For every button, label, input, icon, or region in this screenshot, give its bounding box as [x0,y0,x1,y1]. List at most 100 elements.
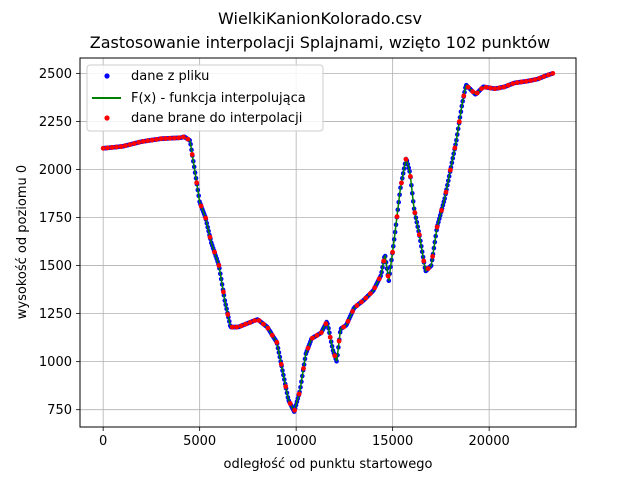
chart-title-line-1: WielkiKanionKolorado.csv [218,9,422,28]
interpolation-node-point [372,285,378,291]
interpolation-node-point [421,258,427,264]
interpolation-node-point [376,276,382,282]
interpolation-node-point [238,323,244,329]
legend-label-nodes: dane brane do interpolacji [131,111,302,126]
interpolation-node-point [140,139,146,144]
interpolation-node-point [412,210,418,216]
interpolation-node-point [501,84,507,90]
interpolation-node-point [416,232,422,238]
interpolation-node-point [167,135,173,141]
interpolation-node-point [492,86,498,92]
legend-box [86,64,324,132]
interpolation-node-point [176,135,182,141]
interpolation-node-point [443,189,449,195]
y-axis-ticks: 750 1000 1250 1500 1750 2000 2250 2500 [39,67,80,418]
interpolation-node-point [394,214,400,220]
interpolation-node-point [505,82,511,88]
legend-marker-file-data [104,73,110,79]
x-tick-label: 10000 [275,434,316,449]
x-tick-label: 15000 [372,434,413,449]
interpolation-node-point [100,145,106,151]
y-tick-label: 1000 [39,355,72,370]
interpolation-node-point [310,335,315,341]
interpolation-node-point [221,289,226,295]
interpolation-node-point [332,353,338,359]
interpolation-node-point [341,324,346,330]
interpolation-node-point [550,71,556,76]
interpolation-node-point [212,249,217,255]
interpolation-node-point [127,142,133,148]
interpolation-node-point [189,152,195,157]
y-tick-label: 750 [47,403,72,418]
interpolation-node-point [283,384,289,389]
legend-label-file-data: dane z pliku [131,69,209,84]
legend-marker-nodes [104,115,110,121]
interpolation-node-point [292,407,297,413]
interpolation-node-point [359,299,364,305]
interpolation-node-point [514,80,520,85]
interpolation-node-point [345,318,351,324]
interpolation-node-point [327,334,333,340]
interpolation-node-point [118,144,124,150]
interpolation-node-point [546,72,551,78]
interpolation-node-point [274,339,280,345]
interpolation-node-point [180,134,186,140]
interpolation-node-point [296,391,302,397]
interpolation-node-point [456,119,462,125]
interpolation-node-point [403,156,409,162]
interpolation-node-point [301,366,306,371]
interpolation-node-point [149,137,155,143]
interpolation-node-point [510,81,516,86]
interpolation-node-point [252,318,257,323]
y-axis-label: wysokość od poziomu 0 [15,165,30,319]
legend: dane z pliku F(x) - funkcja interpolując… [86,64,324,132]
interpolation-node-point [278,361,284,367]
interpolation-node-point [243,321,249,327]
interpolation-node-point [234,324,240,330]
interpolation-node-point [105,145,110,151]
interpolation-node-point [430,254,435,259]
interpolation-node-point [452,145,458,151]
interpolation-node-point [323,321,329,327]
interpolation-node-point [136,139,142,145]
x-tick-label: 0 [99,434,107,449]
interpolation-node-point [114,144,119,150]
interpolation-node-point [261,321,266,327]
interpolation-node-point [488,85,493,91]
interpolation-node-point [381,258,387,264]
interpolation-node-point [523,78,529,84]
interpolation-node-point [497,85,502,91]
interpolation-node-point [425,266,431,271]
interpolation-node-point [216,263,222,268]
interpolation-node-point [465,84,471,90]
plot-frame [79,57,577,428]
interpolation-node-point [287,401,293,406]
interpolation-node-point [470,89,476,94]
interpolation-node-point [256,318,262,323]
interpolation-node-point [265,325,271,331]
interpolation-node-point [154,137,160,142]
interpolation-node-point [528,78,533,83]
interpolation-node-point [207,234,213,240]
x-tick-label: 20000 [468,434,509,449]
interpolation-node-point [537,75,542,81]
y-tick-label: 1500 [39,259,72,274]
y-tick-label: 1750 [39,211,72,226]
x-tick-label: 5000 [183,434,216,449]
interpolation-node-point [172,135,177,141]
interpolation-node-point [123,143,128,149]
interpolation-node-point [385,273,391,279]
interpolation-node-point [225,312,231,317]
x-axis-label: odległość od punktu startowego [224,457,433,472]
interpolation-node-point [229,324,235,330]
interpolation-node-point [399,180,404,186]
interpolation-node-point [198,203,204,209]
interpolation-node-point [479,86,484,91]
interpolation-node-point [247,320,253,325]
interpolation-node-point [367,291,373,296]
interpolation-node-point [532,77,538,82]
interpolation-node-point [269,332,275,338]
interpolation-node-point [541,74,547,79]
